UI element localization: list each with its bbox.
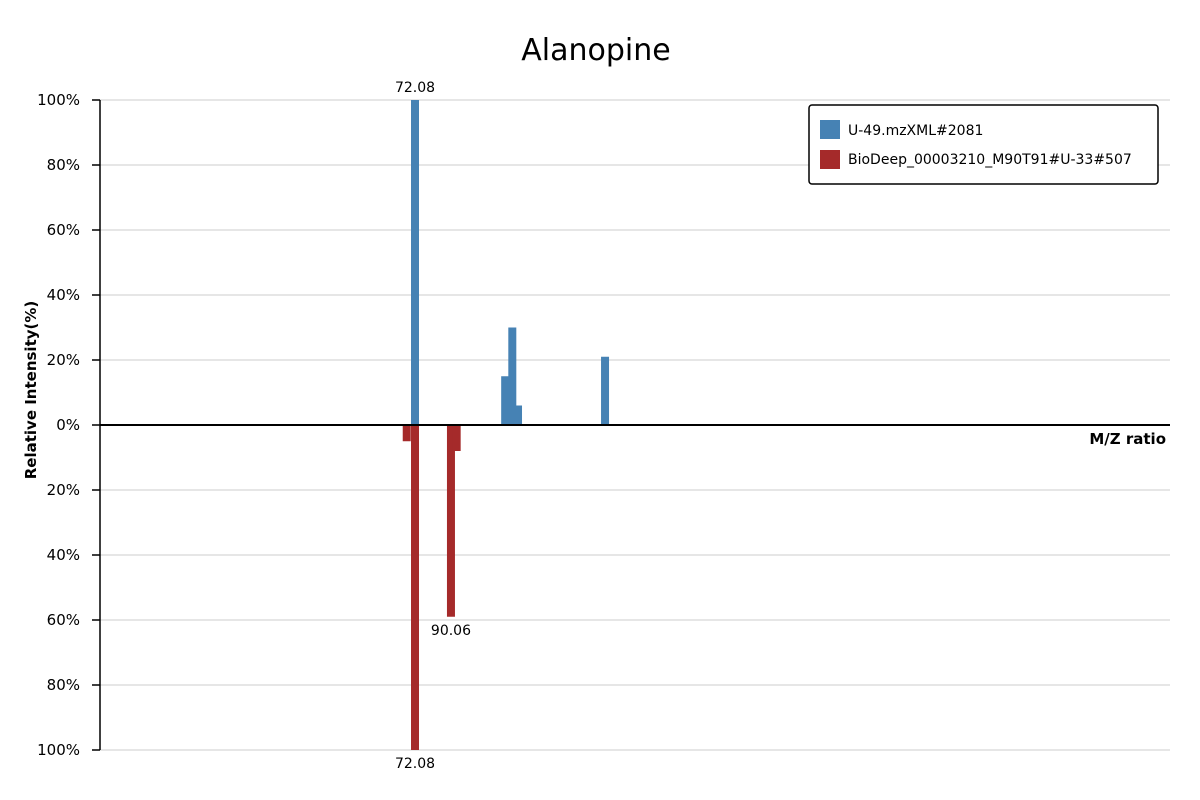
chart-title: Alanopine [521,33,670,68]
reference-peak-bar [452,425,461,451]
peak-label: 72.08 [395,80,435,96]
peak-label: 72.08 [395,756,435,772]
legend-swatch-series-2 [820,150,840,169]
x-axis-label: M/Z ratio [1089,430,1166,448]
y-tick-label: 0% [56,416,80,434]
grid-lines [100,99,1170,751]
y-tick-label: 60% [47,611,80,629]
y-tick-label: 60% [47,221,80,239]
legend-label-series-1: U-49.mzXML#2081 [848,123,983,139]
y-tick-label: 80% [47,156,80,174]
y-tick-label: 80% [47,676,80,694]
legend-label-series-2: BioDeep_00003210_M90T91#U-33#507 [848,152,1132,168]
reference-peak-bar [446,425,455,617]
legend-swatch-series-1 [820,120,840,139]
y-tick-label: 20% [47,481,80,499]
y-tick-labels: 100% 80% 60% 40% 20% 0% 20% 40% 60% 80% 100% [37,91,100,759]
axes [99,100,1170,750]
y-tick-label: 40% [47,286,80,304]
y-tick-label: 20% [47,351,80,369]
query-peak-bar [501,376,510,425]
query-peak-bar [411,100,420,425]
query-peak-bar [514,405,523,425]
y-axis-label: Relative Intensity(%) [22,301,40,480]
peak-labels: 72.08 72.08 90.06 [395,80,471,772]
reference-peak-bar [402,425,411,442]
y-tick-label: 40% [47,546,80,564]
legend-box [808,104,1159,185]
query-peak-bar [601,356,610,425]
y-tick-label: 100% [37,741,80,759]
legend: U-49.mzXML#2081 BioDeep_00003210_M90T91#… [808,104,1159,185]
reference-peak-bar [411,425,420,750]
query-peak-bar [508,327,517,425]
peak-label: 90.06 [431,623,471,639]
spectrum-bars [402,100,610,750]
y-tick-label: 100% [37,91,80,109]
